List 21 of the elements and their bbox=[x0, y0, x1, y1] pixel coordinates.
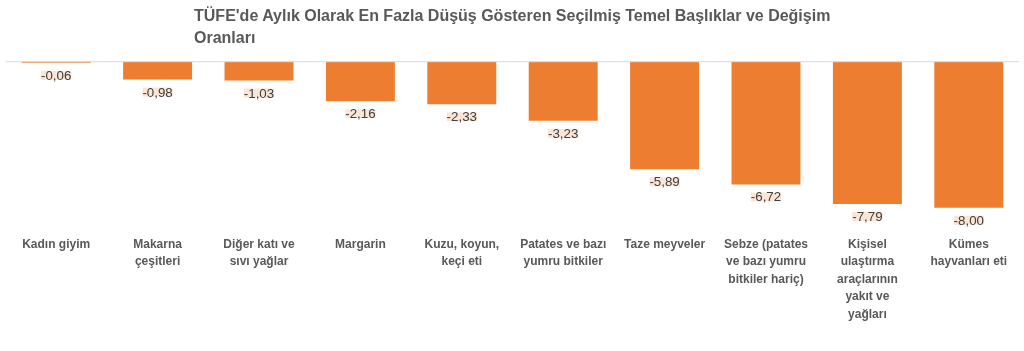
x-tick-label: Margarin bbox=[335, 236, 386, 251]
data-label: -3,23 bbox=[548, 125, 579, 141]
chart-title: TÜFE'de Aylık Olarak En Fazla Düşüş Gösteren Seçilmiş Temel Başlıklar ve Değişim Oranları bbox=[194, 6, 831, 47]
x-tick-label: Kadın giyim bbox=[22, 236, 91, 251]
data-label: -0,98 bbox=[142, 84, 173, 100]
x-tick-label: Kuzu, koyun, keçi eti bbox=[424, 236, 500, 269]
x-tick-label: Diğer katı ve sıvı yağlar bbox=[223, 236, 296, 269]
data-label: -1,03 bbox=[243, 85, 275, 101]
x-tick-label: Patates ve bazı yumru bitkiler bbox=[520, 236, 607, 269]
x-tick-label: Makarna çeşitleri bbox=[133, 236, 183, 269]
x-tick-label: Taze meyveler bbox=[624, 236, 706, 251]
data-label: -7,79 bbox=[852, 208, 883, 224]
x-tick-label: Kümes hayvanları eti bbox=[930, 236, 1008, 269]
data-label: -5,89 bbox=[649, 174, 680, 190]
x-tick-label: Sebze (patates ve bazı yumru bitkiler hariç) bbox=[723, 236, 809, 286]
x-tick-label: Kişisel ulaştırma araçlarının yakıt ve yağları bbox=[837, 236, 898, 321]
data-label: -6,72 bbox=[750, 189, 782, 205]
data-label: -2,33 bbox=[446, 109, 477, 125]
data-label: -2,16 bbox=[345, 106, 376, 122]
data-label: -8,00 bbox=[953, 212, 984, 228]
data-label: -0,06 bbox=[41, 67, 72, 83]
